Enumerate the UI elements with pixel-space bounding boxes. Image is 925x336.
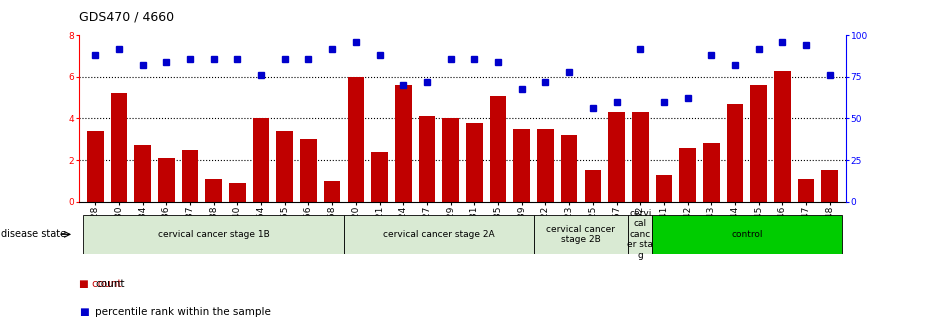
- Bar: [632, 112, 648, 202]
- Text: cervical cancer stage 2A: cervical cancer stage 2A: [383, 230, 495, 239]
- Bar: [750, 85, 767, 202]
- Bar: [87, 131, 104, 202]
- Text: GDS470 / 4660: GDS470 / 4660: [79, 10, 174, 23]
- Bar: [585, 170, 601, 202]
- Bar: [395, 85, 412, 202]
- Text: percentile rank within the sample: percentile rank within the sample: [95, 307, 271, 318]
- Text: ■: ■: [79, 307, 89, 318]
- Bar: [466, 123, 483, 202]
- Bar: [442, 119, 459, 202]
- Bar: [561, 135, 577, 202]
- Bar: [181, 150, 198, 202]
- Bar: [324, 181, 340, 202]
- Bar: [703, 143, 720, 202]
- Bar: [489, 95, 506, 202]
- Bar: [134, 145, 151, 202]
- Text: cervi
cal
canc
er sta
g: cervi cal canc er sta g: [627, 209, 653, 260]
- Bar: [253, 119, 269, 202]
- Bar: [628, 215, 652, 254]
- Bar: [348, 77, 364, 202]
- Text: control: control: [731, 230, 762, 239]
- Bar: [83, 215, 344, 254]
- Bar: [371, 152, 388, 202]
- Bar: [679, 148, 696, 202]
- Text: cervical cancer stage 1B: cervical cancer stage 1B: [158, 230, 269, 239]
- Bar: [229, 183, 246, 202]
- Bar: [419, 116, 436, 202]
- Bar: [652, 215, 842, 254]
- Bar: [534, 215, 628, 254]
- Bar: [277, 131, 293, 202]
- Bar: [111, 93, 128, 202]
- Bar: [301, 139, 316, 202]
- Bar: [609, 112, 624, 202]
- Bar: [344, 215, 534, 254]
- Bar: [774, 71, 791, 202]
- Bar: [797, 179, 814, 202]
- Bar: [205, 179, 222, 202]
- Text: ■ count: ■ count: [79, 279, 121, 289]
- Bar: [537, 129, 554, 202]
- Bar: [656, 175, 672, 202]
- Text: disease state: disease state: [1, 229, 66, 239]
- Text: count: count: [95, 279, 125, 289]
- Bar: [727, 104, 744, 202]
- Text: cervical cancer
stage 2B: cervical cancer stage 2B: [547, 225, 615, 244]
- Bar: [821, 170, 838, 202]
- Bar: [158, 158, 175, 202]
- Bar: [513, 129, 530, 202]
